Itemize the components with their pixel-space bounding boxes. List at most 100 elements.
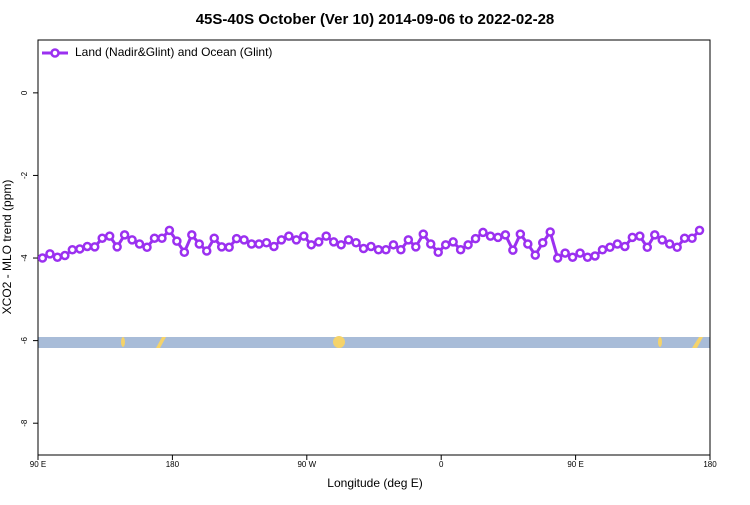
x-axis-label: Longitude (deg E) [327,476,422,490]
data-point [694,225,705,236]
data-point [276,235,287,245]
data-point [261,238,272,248]
data-point [201,246,212,256]
data-point [403,235,414,245]
data-point [433,247,443,257]
data-point [508,245,518,255]
data-point [635,231,645,241]
data-point [448,237,458,247]
data-point [45,249,55,259]
data-point [396,245,406,255]
y-tick-label: -6 [20,337,29,345]
data-point [605,242,615,253]
y-axis-label: XCO2 - MLO trend (ppm) [0,180,14,315]
data-point [254,239,264,249]
data-point [523,239,533,249]
data-point [224,242,234,253]
data-point [127,235,137,245]
data-point [500,230,511,240]
y-tick-label: 0 [20,90,29,95]
data-point [336,240,346,250]
data-point [246,239,257,249]
data-point [284,231,294,241]
data-point [231,233,242,244]
data-point [567,252,578,262]
data-point [537,238,548,248]
data-point [485,231,496,241]
data-point [627,232,638,243]
data-point [269,241,279,252]
data-point [149,233,160,243]
data-point [82,241,93,252]
data-point [440,240,451,250]
data-point [455,245,466,255]
data-point [358,243,369,254]
data-point [575,248,585,258]
chart-title: 45S-40S October (Ver 10) 2014-09-06 to 2… [196,11,555,28]
y-tick-label: -4 [20,254,29,262]
legend-label: Land (Nadir&Glint) and Ocean (Glint) [75,45,272,59]
y-tick-label: -8 [20,419,29,427]
data-point [515,229,526,239]
data-point [142,242,152,253]
data-point [306,240,317,250]
data-point [67,245,78,255]
data-point [134,239,145,249]
data-point [351,238,361,248]
data-point [463,240,473,250]
data-point [164,225,175,236]
x-tick-label: 90 E [567,460,583,469]
data-point [545,227,555,237]
data-point [381,245,391,255]
data-point [179,247,190,257]
data-point [612,239,623,249]
x-tick-label: 90 W [297,460,316,469]
data-point [679,233,690,243]
data-point [52,252,63,262]
data-point [37,253,48,263]
data-point [157,233,167,243]
data-point [642,242,653,253]
x-tick-label: 180 [166,460,180,469]
data-point [687,233,697,243]
data-point [172,236,182,246]
data-point [239,235,249,245]
x-tick-label: 0 [439,460,444,469]
data-point [590,251,600,261]
land-mask [38,336,710,348]
data-point [112,242,122,252]
x-tick-label: 90 E [30,460,46,469]
data-point [291,235,302,245]
data-point [187,230,197,240]
data-point [657,235,667,245]
data-point [373,245,384,255]
data-point [597,245,608,255]
legend-marker [50,48,60,58]
data-point [560,248,570,258]
data-point [418,229,429,239]
data-point [664,239,675,249]
data-point [649,230,660,240]
data-point [89,242,100,252]
data-point [672,242,682,253]
data-point [119,230,130,240]
data-point [299,231,309,241]
data-point [75,244,85,254]
data-point [552,253,563,263]
data-point [366,241,376,252]
data-point [321,231,331,241]
data-point [104,231,115,241]
data-point [493,232,503,243]
data-point [582,252,593,262]
data-point [194,239,205,249]
data-point [313,237,324,247]
data-point [328,237,339,247]
data-point [60,250,70,261]
data-point [530,250,541,260]
data-point [209,233,219,243]
data-point [478,227,488,238]
x-tick-label: 180 [703,460,717,469]
y-tick-label: -2 [20,171,29,179]
data-point [620,241,630,252]
